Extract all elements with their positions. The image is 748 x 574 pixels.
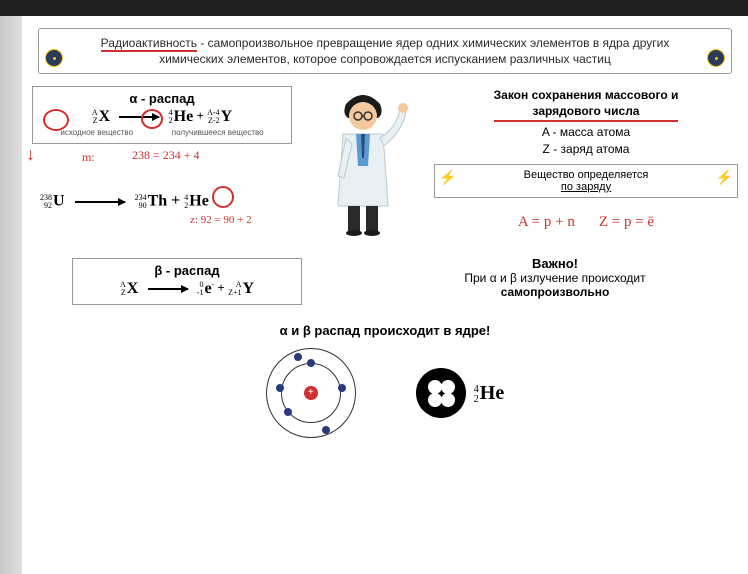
center-column [298,86,428,236]
lightning-icon: ⚡ [439,169,456,186]
beta-decay-box: β - распад AZX 0-1e- + AZ+1Y [72,258,302,305]
top-bar [0,0,748,16]
uranium-equation: 23892U 23490Th + 42He z: 92 = 90 + 2 [40,192,292,210]
law-title: Закон сохранения массового изарядового ч… [494,88,679,121]
beta-title: β - распад [81,263,293,278]
definition-text: Радиоактивность - самопроизвольное превр… [101,36,670,66]
important-line2: самопроизвольно [372,285,738,299]
law-line-A: A - масса атома [438,125,734,139]
nucleon-dot [441,380,455,394]
nucleon-dot [428,393,442,407]
alpha-decay-box: α - распад AZX 42He + A-4Z-2Y исходное в… [32,86,292,144]
beta-important-row: β - распад AZX 0-1e- + AZ+1Y Важно! При … [32,236,738,305]
slide-content: Радиоактивность - самопроизвольное превр… [22,16,748,574]
right-column: Закон сохранения массового изарядового ч… [434,86,738,236]
he-label: 42He [474,382,504,405]
decay-in-nucleus-title: α и β распад происходит в ядре! [32,323,738,338]
definition-term: Радиоактивность [101,36,197,52]
conservation-law-box: Закон сохранения массового изарядового ч… [434,86,738,157]
beta-equation: AZX 0-1e- + AZ+1Y [81,280,293,298]
red-annotation-z: z: 92 = 90 + 2 [190,214,252,226]
red-formula-A: A = p + n [518,214,575,231]
radiation-icon [45,49,63,67]
nucleon-dot [441,393,455,407]
red-circle-annotation [212,186,234,208]
red-annotation-m: m: [82,150,95,165]
matter-defined-box: ⚡ ⚡ Вещество определяется по заряду [434,164,738,198]
left-column: α - распад AZX 42He + A-4Z-2Y исходное в… [32,86,292,236]
red-annotation-mass: 238 = 234 + 4 [132,148,200,163]
red-formula-Z: Z = p = ē [599,214,654,231]
radiation-icon [707,49,725,67]
red-arrow-down: ↓ [26,144,35,165]
important-line1: При α и β излучение происходит [372,271,738,285]
important-note: Важно! При α и β излучение происходит са… [372,256,738,299]
definition-rest: - самопроизвольное превращение ядер одни… [159,36,669,66]
law-line-Z: Z - заряд атома [438,142,734,156]
left-margin [0,16,22,574]
diagram-row: + 42He [32,348,738,438]
middle-row: α - распад AZX 42He + A-4Z-2Y исходное в… [32,86,738,236]
important-title: Важно! [372,256,738,271]
alpha-sub-labels: исходное вещество получившееся вещество [41,128,283,137]
alpha-title: α - распад [41,91,283,106]
lightning-icon: ⚡ [716,169,733,186]
scientist-illustration [308,86,418,236]
red-formula-row: A = p + n Z = p = ē [434,214,738,231]
atom-diagram: + [266,348,356,438]
nucleon-dot [428,380,442,394]
he-particle-group: 42He [416,368,504,418]
definition-box: Радиоактивность - самопроизвольное превр… [38,28,732,74]
he-particle-diagram [416,368,466,418]
